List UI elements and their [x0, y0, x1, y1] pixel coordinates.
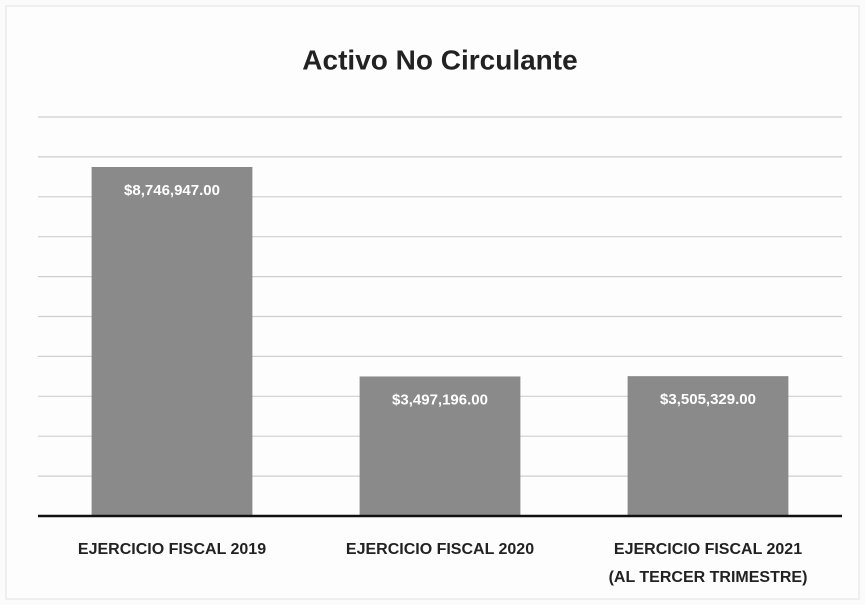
data-label: $3,505,329.00	[660, 391, 756, 408]
data-label: $3,497,196.00	[392, 391, 488, 408]
bar	[359, 376, 521, 516]
bar	[627, 376, 789, 516]
x-tick-label: EJERCICIO FISCAL 2020	[345, 541, 535, 558]
x-tick-label: EJERCICIO FISCAL 2021 (AL TERCER TRIMEST…	[608, 541, 808, 586]
chart-title: Activo No Circulante	[302, 44, 577, 75]
x-tick-label: EJERCICIO FISCAL 2019	[77, 541, 267, 558]
bar	[91, 166, 253, 516]
data-label: $8,746,947.00	[124, 182, 220, 199]
